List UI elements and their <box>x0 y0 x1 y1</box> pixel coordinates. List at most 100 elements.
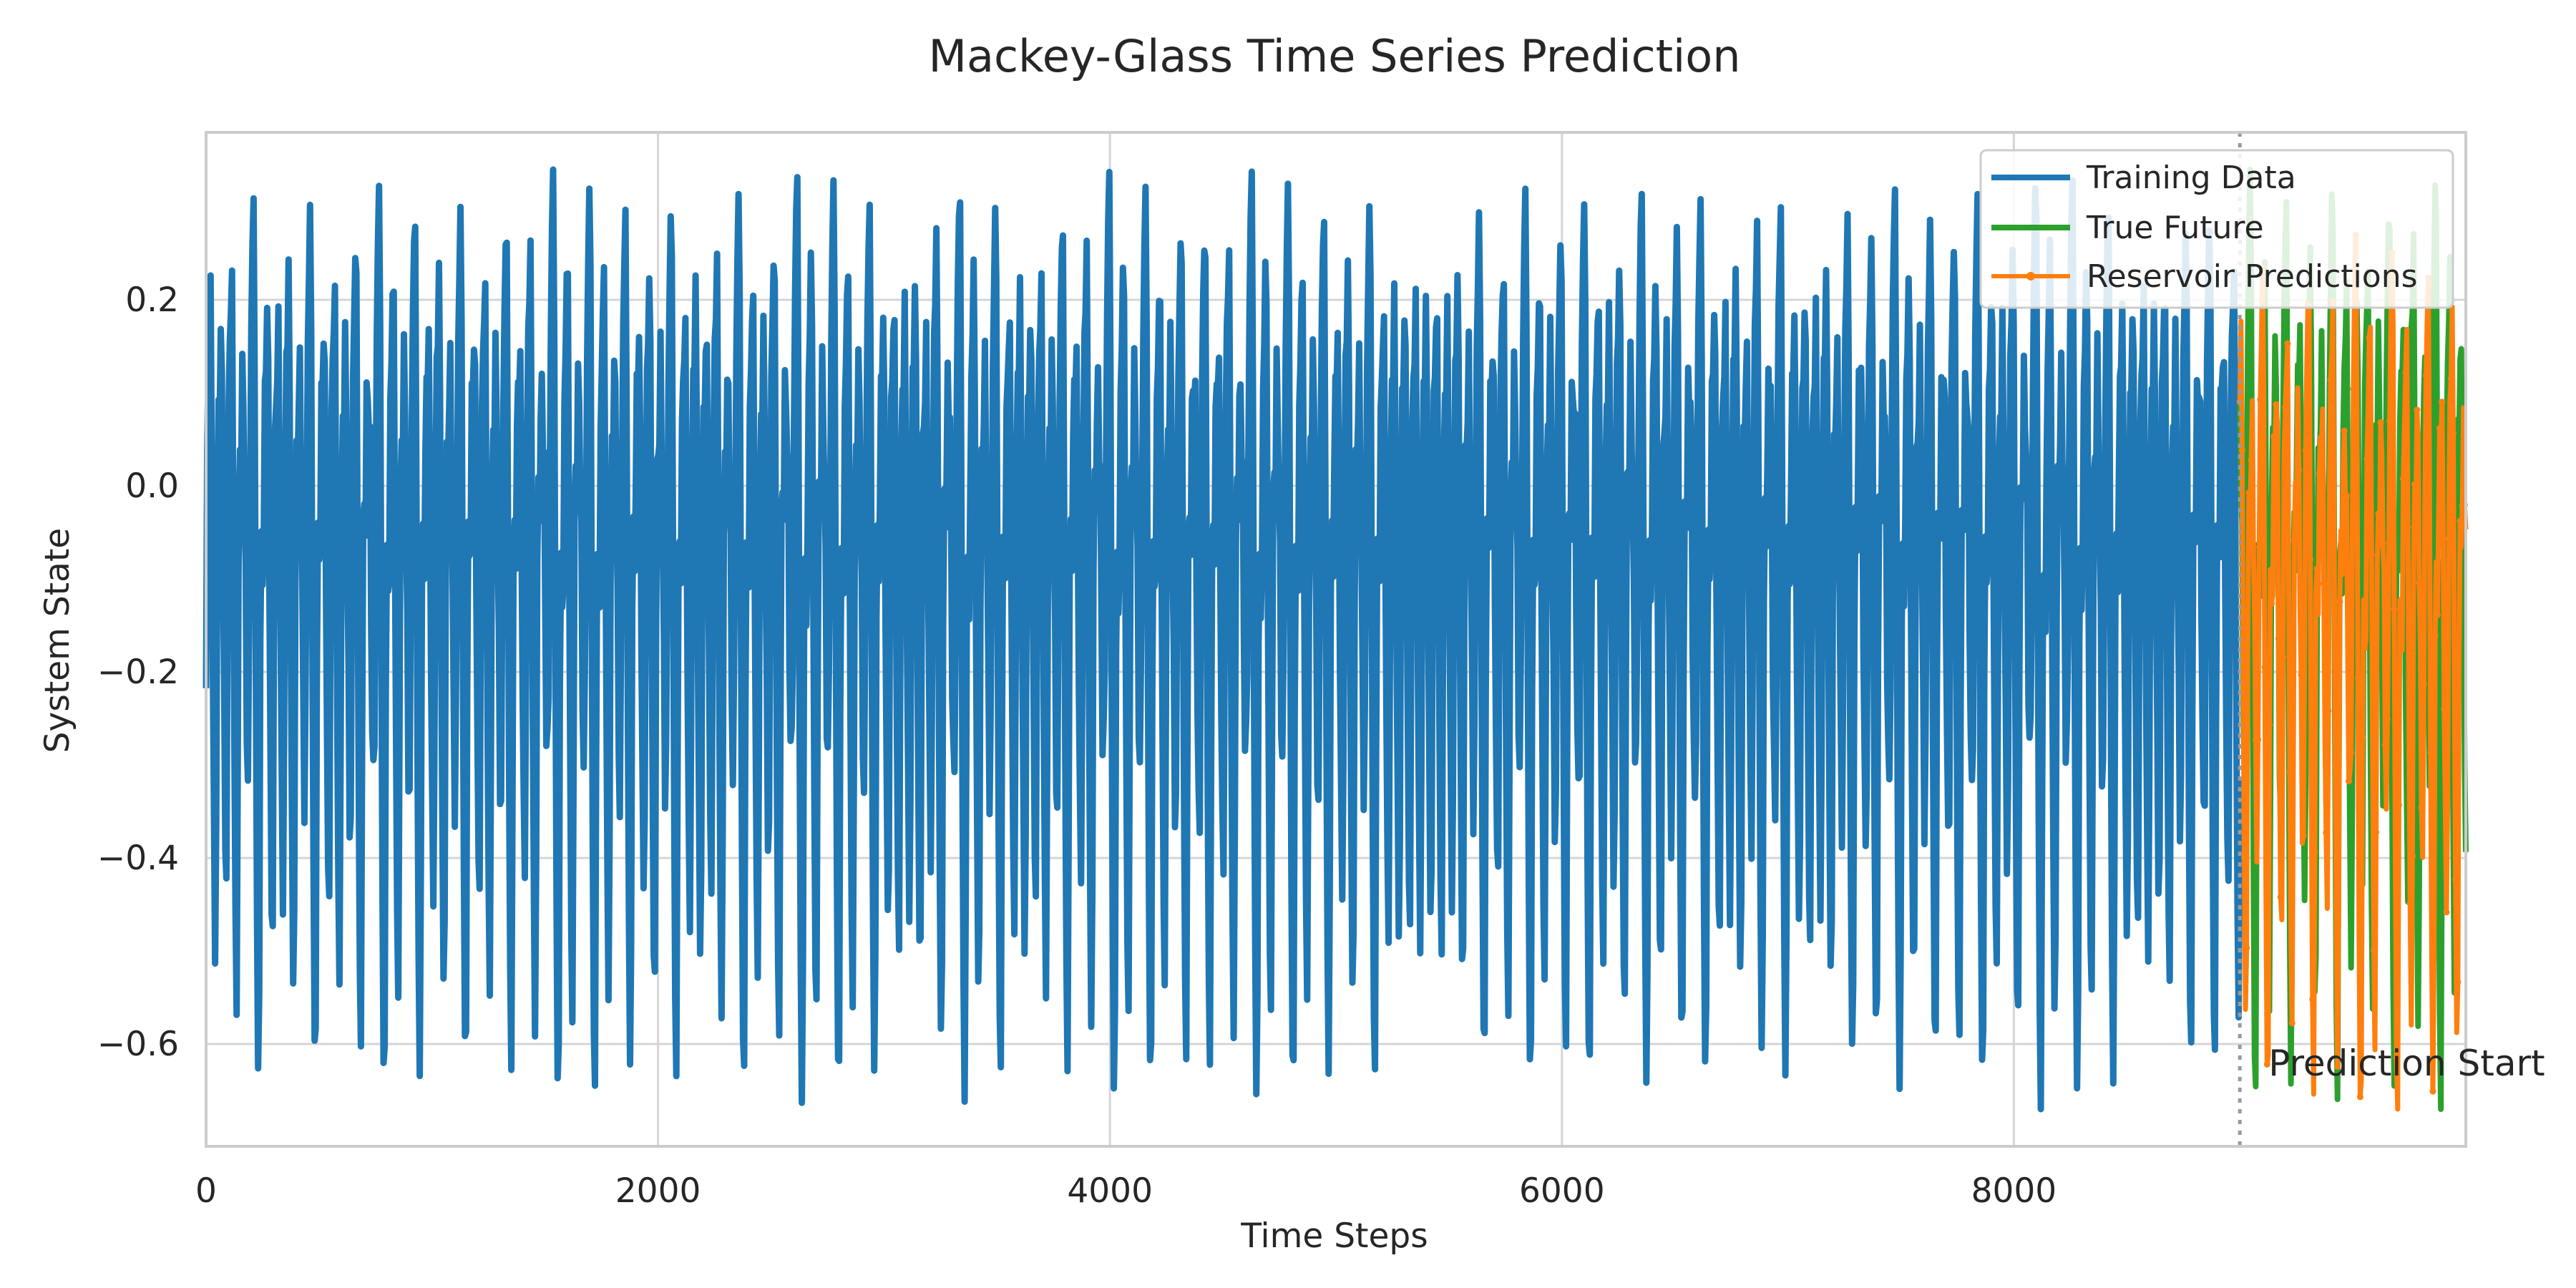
x-tick-label: 2000 <box>615 1171 701 1211</box>
prediction-point <box>2316 470 2323 477</box>
prediction-point <box>2286 768 2293 775</box>
prediction-point <box>2313 565 2321 572</box>
prediction-point <box>2241 854 2248 862</box>
prediction-point <box>2309 996 2316 1002</box>
prediction-point <box>2248 457 2255 464</box>
prediction-point <box>2273 401 2280 408</box>
prediction-point <box>2406 900 2414 907</box>
prediction-point <box>2368 552 2375 558</box>
prediction-point <box>2250 544 2257 550</box>
legend-label-training-data: Training Data <box>2086 160 2296 196</box>
prediction-point <box>2411 481 2419 488</box>
y-tick-label: −0.4 <box>97 839 179 878</box>
prediction-point <box>2423 372 2429 379</box>
prediction-point <box>2263 1061 2270 1068</box>
prediction-point <box>2277 894 2284 901</box>
prediction-point <box>2443 909 2450 916</box>
prediction-point <box>2321 580 2328 587</box>
prediction-point <box>2375 510 2382 517</box>
prediction-point <box>2373 829 2380 836</box>
prediction-point <box>2327 376 2334 384</box>
prediction-point <box>2318 442 2325 449</box>
prediction-point <box>2302 447 2309 454</box>
prediction-point <box>2416 580 2423 587</box>
prediction-point <box>2393 1054 2400 1061</box>
prediction-point <box>2386 418 2394 425</box>
prediction-point <box>2311 849 2318 856</box>
prediction-point <box>2452 876 2459 883</box>
legend: Training Data True Future Reservoir Pred… <box>1979 149 2454 309</box>
prediction-point <box>2447 375 2454 382</box>
prediction-point <box>2293 502 2300 508</box>
legend-label-reservoir-predictions: Reservoir Predictions <box>2087 258 2418 295</box>
prediction-point <box>2450 429 2457 436</box>
prediction-point <box>2427 749 2434 756</box>
prediction-point <box>2436 425 2443 432</box>
prediction-point <box>2431 632 2439 639</box>
prediction-point <box>2457 517 2464 525</box>
prediction-point <box>2445 535 2452 542</box>
series-line-training-data <box>203 166 2243 1113</box>
prediction-point <box>2400 475 2407 482</box>
prediction-point <box>2266 721 2273 728</box>
x-tick-label: 4000 <box>1067 1171 1153 1211</box>
prediction-point <box>2296 467 2303 474</box>
prediction-point <box>2257 396 2264 403</box>
prediction-point <box>2350 386 2357 393</box>
ticks: 0 2000 4000 6000 8000 0.2 0.0 −0.2 −0.4 −0.6 <box>97 280 2057 1211</box>
prediction-point <box>2245 489 2253 497</box>
prediction-point <box>2371 947 2377 954</box>
prediction-point <box>2384 716 2391 723</box>
prediction-point <box>2300 832 2307 839</box>
prediction-point <box>2338 570 2346 577</box>
prediction-point <box>2395 801 2402 809</box>
prediction-point <box>2284 340 2291 347</box>
y-tick-label: −0.2 <box>97 653 179 692</box>
prediction-point <box>2361 644 2368 651</box>
prediction-point <box>2238 447 2245 454</box>
y-tick-label: 0.2 <box>125 280 179 320</box>
prediction-point <box>2336 598 2343 605</box>
prediction-point <box>2341 427 2348 434</box>
prediction-point <box>2414 406 2421 414</box>
prediction-point <box>2420 680 2427 687</box>
legend-marker-reservoir-predictions <box>2026 272 2035 280</box>
prediction-point <box>2379 540 2386 547</box>
prediction-point <box>2288 1020 2296 1027</box>
prediction-point <box>2243 945 2250 952</box>
prediction-point <box>2391 605 2398 613</box>
prediction-point <box>2307 556 2314 563</box>
prediction-point <box>2261 663 2268 670</box>
prediction-point <box>2363 455 2371 462</box>
x-axis-label: Time Steps <box>1240 1216 1428 1256</box>
y-tick-label: 0.0 <box>125 467 179 506</box>
y-tick-label: −0.6 <box>97 1025 179 1064</box>
prediction-point <box>2359 733 2366 741</box>
chart-title: Mackey-Glass Time Series Prediction <box>928 30 1740 82</box>
x-tick-label: 0 <box>195 1171 217 1211</box>
prediction-point <box>2409 852 2416 859</box>
x-tick-label: 6000 <box>1519 1171 1605 1211</box>
prediction-point <box>2343 492 2350 499</box>
prediction-point <box>2290 537 2298 544</box>
prediction-point <box>2280 653 2286 660</box>
prediction-point <box>2282 404 2289 411</box>
prediction-point <box>2334 1063 2341 1070</box>
prediction-point <box>2434 612 2441 618</box>
prediction-point <box>2404 524 2411 531</box>
x-tick-label: 8000 <box>1971 1171 2057 1211</box>
y-axis-label: System State <box>38 528 77 753</box>
prediction-point <box>2377 419 2384 426</box>
legend-label-true-future: True Future <box>2086 210 2264 246</box>
prediction-point <box>2348 749 2355 756</box>
series-layer <box>203 166 2469 1113</box>
prediction-point <box>2325 707 2332 714</box>
prediction-point <box>2441 706 2448 713</box>
prediction-point <box>2454 979 2462 986</box>
prediction-point <box>2398 615 2404 622</box>
prediction-point <box>2275 635 2282 642</box>
prediction-point <box>2332 762 2338 769</box>
plot-frame <box>205 131 2467 1148</box>
prediction-point <box>2346 778 2352 785</box>
prediction-point <box>2298 671 2305 678</box>
